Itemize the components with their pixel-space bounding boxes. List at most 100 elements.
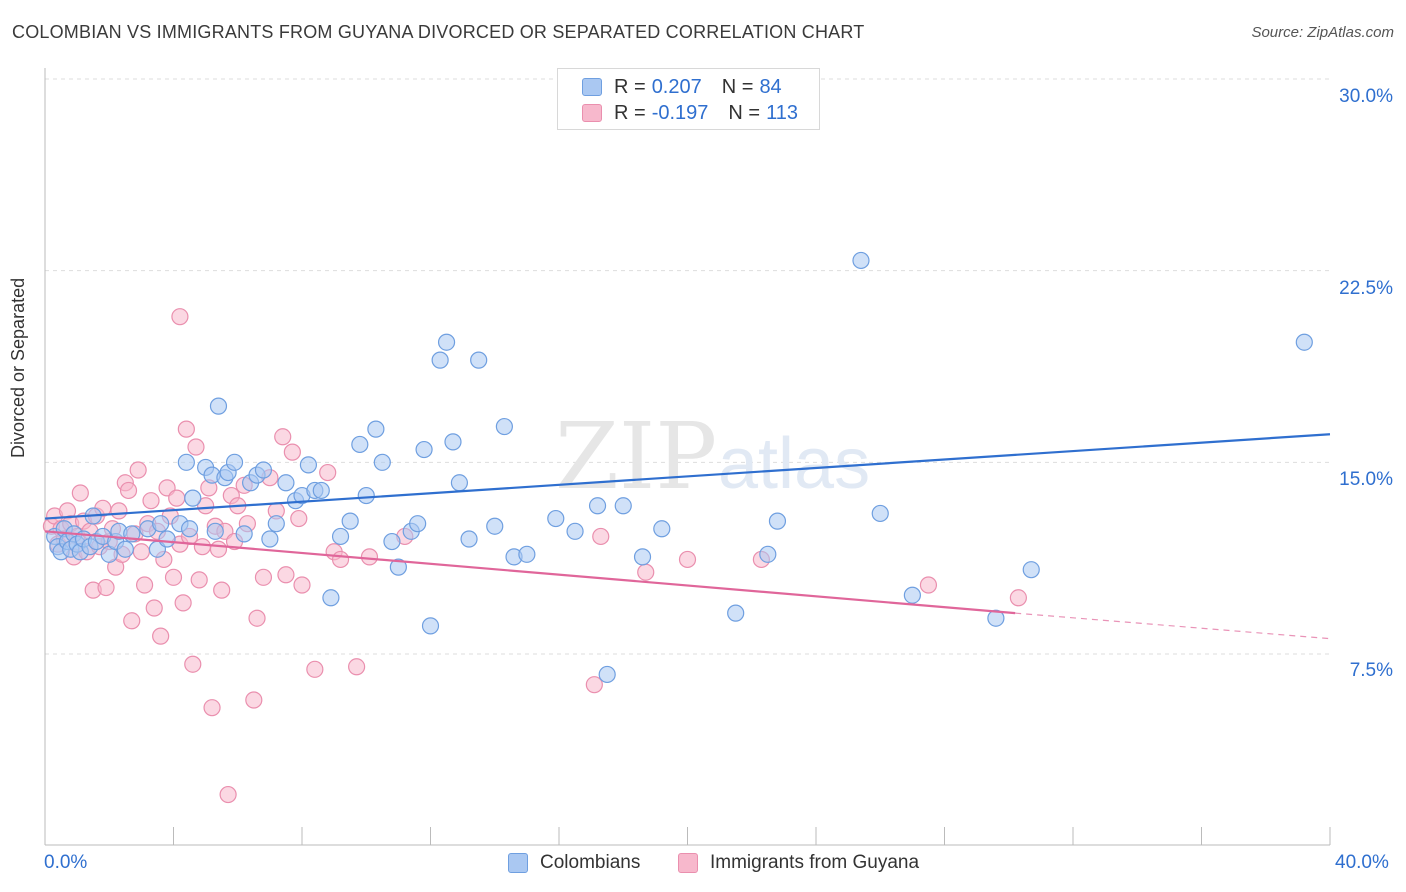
guyana-point [171, 308, 189, 326]
colombian-point [588, 497, 607, 515]
colombian-point [431, 351, 449, 369]
guyana-point [184, 655, 202, 673]
guyana-point [187, 438, 205, 456]
colombian-point [206, 522, 224, 540]
guyana-point [123, 612, 141, 630]
legend-r-label: R = [614, 75, 646, 98]
legend-item-guyana[interactable]: Immigrants from Guyana [678, 852, 919, 874]
colombian-point [987, 609, 1005, 627]
guyana-point [142, 492, 160, 510]
guyana-point [145, 599, 163, 617]
legend-item-colombians[interactable]: Colombians [508, 852, 640, 874]
guyana-point [245, 691, 263, 709]
colombian-point [653, 520, 671, 538]
colombian-point [1022, 561, 1040, 579]
colombian-point [277, 474, 295, 492]
guyana-point [254, 568, 273, 586]
guyana-point [177, 420, 195, 438]
legend-r-label: R = [614, 101, 646, 124]
guyana-point [164, 568, 183, 586]
colombian-point [450, 474, 469, 492]
guyana-point [293, 576, 311, 594]
colombian-point [444, 433, 462, 451]
guyana-point [348, 658, 366, 676]
colombian-point [373, 453, 391, 471]
colombian-point [299, 456, 318, 474]
colombian-point [180, 520, 199, 538]
trend-lines [44, 433, 1331, 640]
colombian-point [437, 333, 456, 351]
colombian-point [633, 548, 652, 566]
watermark-atlas: atlas [718, 424, 870, 504]
guyana-point [637, 563, 655, 581]
guyana-point [213, 581, 231, 599]
legend-swatch-blue [508, 853, 528, 873]
legend-n-value: 84 [759, 75, 782, 98]
colombian-point [415, 440, 433, 459]
chart-title: COLOMBIAN VS IMMIGRANTS FROM GUYANA DIVO… [12, 22, 865, 42]
colombian-point [261, 530, 279, 548]
legend-n-label: N = [728, 101, 761, 124]
colombian-point [341, 512, 359, 530]
legend-n-label: N = [721, 75, 754, 98]
legend-n-value: 113 [766, 101, 798, 124]
y-tick-label-7-5: 7.5% [1349, 660, 1393, 681]
guyana-point [331, 550, 350, 569]
guyana-point [197, 497, 215, 515]
legend-swatch-blue [582, 78, 602, 96]
colombian-point [495, 417, 513, 436]
guyana-point [152, 627, 170, 645]
legend-row-guyana: R = -0.197 N = 113 [582, 101, 798, 125]
colombian-point [357, 486, 375, 505]
guyana-point [290, 509, 308, 528]
guyana-point [209, 540, 228, 558]
guyana-point [219, 785, 237, 804]
guyana-point [585, 676, 603, 694]
legend-label-colombians: Colombians [540, 852, 641, 873]
guyana-point [119, 481, 138, 500]
legend-label-guyana: Immigrants from Guyana [710, 852, 920, 873]
colombian-point [331, 527, 350, 546]
colombian-point [225, 453, 244, 471]
legend-row-colombians: R = 0.207 N = 84 [582, 75, 782, 99]
colombian-point [852, 251, 870, 270]
y-tick-label-30: 30.0% [1339, 86, 1393, 107]
colombian-point [759, 545, 777, 563]
guyana-point [193, 538, 212, 556]
colombian-point [727, 604, 745, 622]
guyana-point [919, 576, 938, 594]
legend-swatch-pink [582, 104, 602, 122]
colombian-point [209, 397, 228, 415]
guyana-point [678, 550, 697, 569]
colombian-point [547, 509, 565, 528]
colombian-point [1295, 333, 1313, 351]
guyana-point [248, 609, 266, 627]
colombian-point [421, 617, 440, 635]
guyana-point [360, 548, 379, 566]
watermark-zip: ZIP [555, 403, 717, 510]
y-axis-title: Divorced or Separated [8, 277, 28, 458]
guyana-point [190, 571, 208, 589]
colombian-point [614, 497, 632, 515]
colombian-point [460, 530, 478, 548]
colombian-point [267, 515, 285, 533]
guyana-point [168, 489, 186, 507]
x-tick-label-max: 40.0% [1335, 852, 1389, 873]
legend-swatch-pink [678, 853, 698, 873]
colombian-point [177, 453, 195, 471]
colombian-point [389, 558, 407, 576]
guyana-point [129, 461, 147, 479]
guyana-point [283, 443, 301, 461]
guyana-point [274, 428, 292, 446]
colombian-point [470, 351, 488, 369]
guyana-point [1009, 589, 1027, 607]
stats-legend: R = 0.207 N = 84 R = -0.197 N = 113 [557, 68, 820, 130]
axes [44, 68, 1331, 846]
colombian-point [598, 665, 616, 684]
colombian-points [46, 251, 1313, 684]
colombian-trend-line [44, 433, 1331, 520]
colombian-point [903, 586, 921, 604]
colombian-point [312, 481, 330, 500]
guyana-point [319, 463, 337, 482]
